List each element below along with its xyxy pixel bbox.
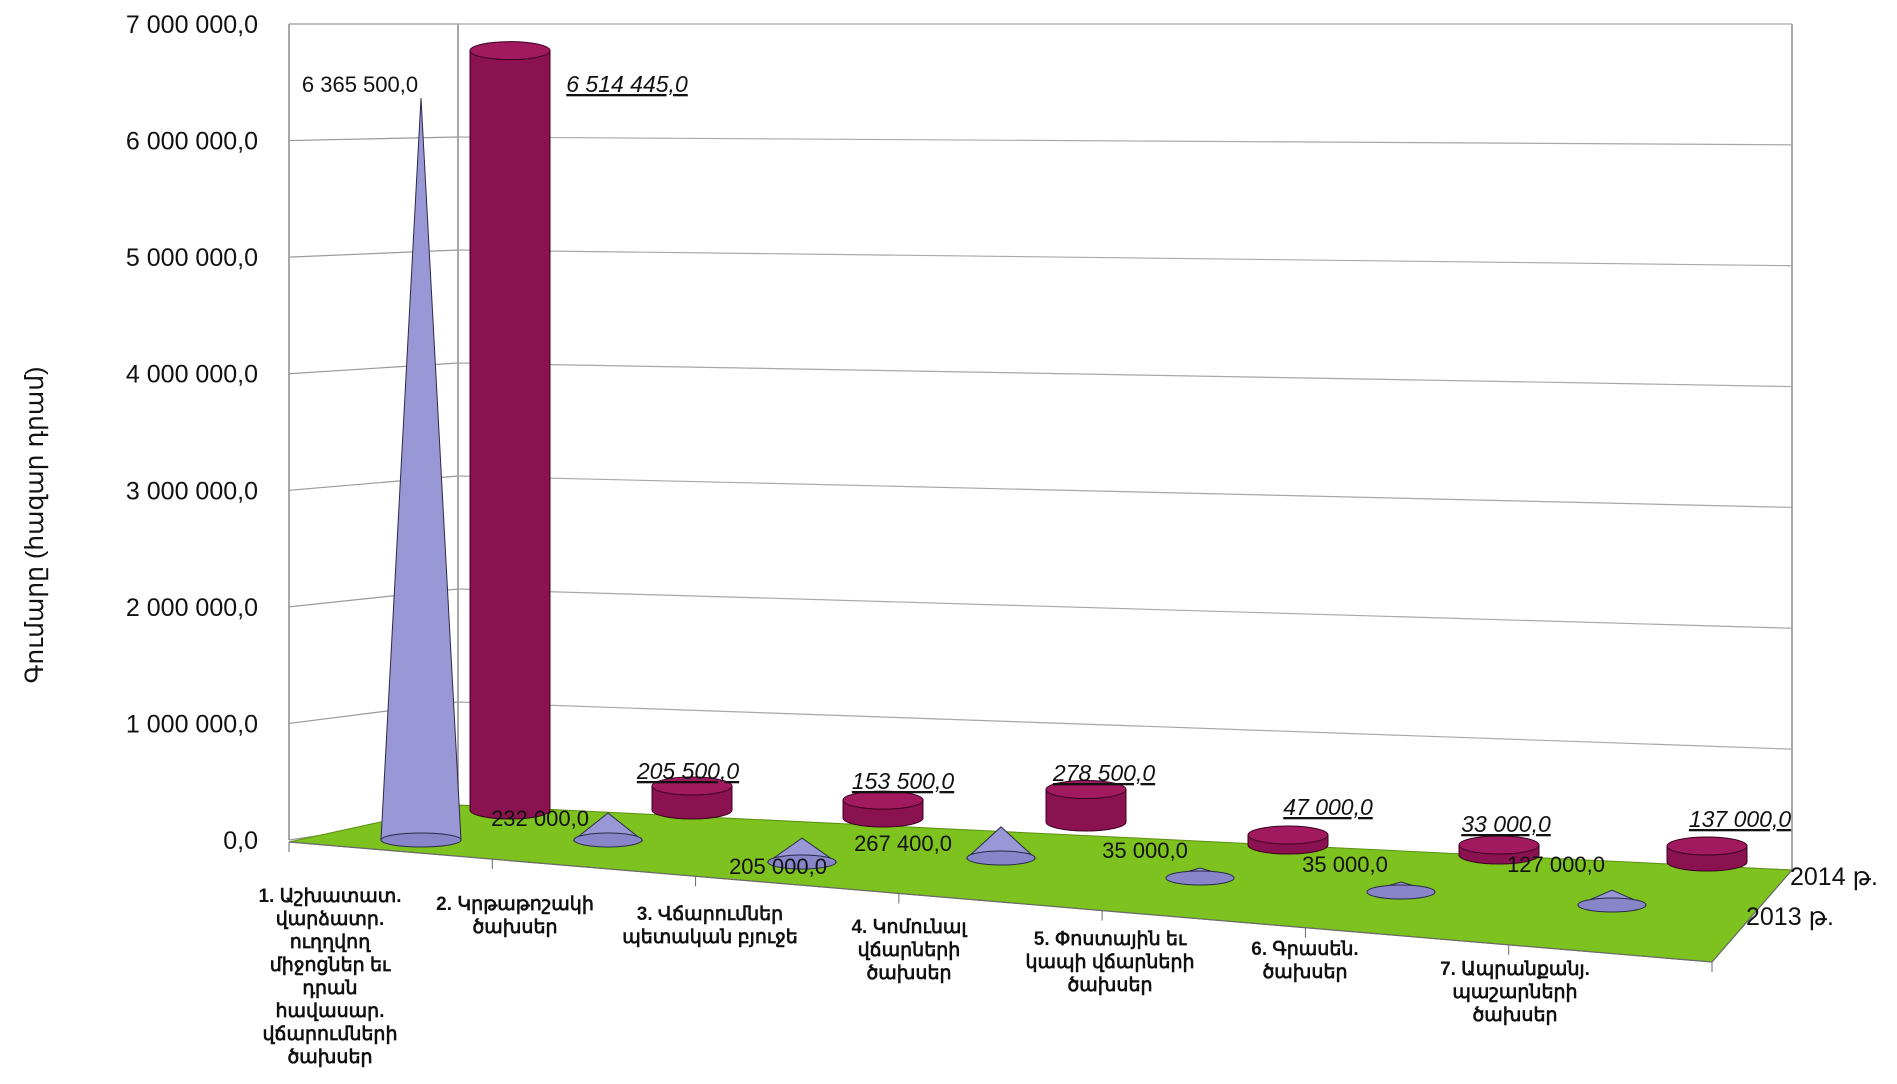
gridline (457, 701, 1793, 750)
bar-2014-top (1458, 835, 1540, 855)
bar-2013 (380, 97, 462, 841)
depth-axis-line (1711, 869, 1793, 963)
bar-2014-top (1666, 836, 1748, 856)
gridline (457, 362, 1793, 388)
gridline-left (288, 249, 459, 258)
category-label: 5. Փոստային եւ կապի վճարների ծախսեր (1025, 929, 1195, 996)
category-label: 3. Վճարումներ պետական բյուջե (622, 904, 798, 948)
chart-walls (288, 24, 1793, 870)
gridline (457, 136, 1793, 146)
x-axis-line (288, 841, 1713, 963)
data-label-2014: 33 000,0 (1461, 811, 1551, 837)
gridline (457, 475, 1793, 509)
data-label-2013: 127 000,0 (1507, 852, 1605, 877)
gridline-left (288, 136, 459, 142)
bar-2013-base (767, 854, 837, 870)
y-axis-title: Գումարը (հազար դրամ) (21, 366, 49, 684)
series-axis-labels: 2014 թ. 2013 թ. (1746, 863, 1878, 931)
gridline (457, 249, 1793, 267)
data-label-2014: 153 500,0 (852, 768, 955, 794)
data-label-2013: 205 000,0 (729, 854, 827, 879)
data-label-2013: 35 000,0 (1102, 838, 1188, 863)
y-tick-label: 5 000 000,0 (126, 244, 258, 272)
category-label: 4. Կոմունալ վճարների ծախսեր (851, 917, 967, 984)
bar-2014-top (651, 776, 733, 796)
bar-2014-top (1247, 825, 1329, 845)
bar-2014-top (842, 790, 924, 810)
data-label-2013: 6 365 500,0 (302, 72, 418, 97)
data-label-2014: 205 500,0 (636, 758, 740, 784)
data-label-2014: 47 000,0 (1283, 794, 1373, 820)
category-label: 2. Կրթաթոշակի ծախսեր (436, 894, 594, 938)
y-tick-label: 6 000 000,0 (126, 128, 258, 156)
y-tick-label: 7 000 000,0 (126, 11, 258, 39)
bar-2013-base (1577, 897, 1647, 913)
data-label-2014: 6 514 445,0 (566, 71, 688, 97)
series-label-2014: 2014 թ. (1790, 863, 1878, 891)
bar-2013-base (1366, 884, 1436, 900)
bar-2013-base (573, 832, 643, 848)
y-tick-label: 4 000 000,0 (126, 361, 258, 389)
series-label-2013: 2013 թ. (1746, 903, 1834, 931)
category-label: 6. Գրասեն. ծախսեր (1251, 939, 1359, 983)
category-label: 1. Աշխատատ. վարձատր. ուղղվող միջոցներ եւ… (258, 886, 402, 1068)
data-label-2014: 137 000,0 (1689, 806, 1792, 832)
data-label-2013: 232 000,0 (491, 806, 589, 831)
bar-2014 (469, 50, 551, 820)
data-label-2014: 278 500,0 (1052, 760, 1156, 786)
y-tick-label: 3 000 000,0 (126, 477, 258, 505)
y-tick-label: 0,0 (223, 827, 258, 855)
gridline (457, 588, 1793, 629)
bar-2013-base (1165, 870, 1235, 886)
y-tick-label: 1 000 000,0 (126, 710, 258, 738)
bar-2014 (1045, 789, 1127, 832)
data-label-2013: 35 000,0 (1302, 852, 1388, 877)
data-label-2013: 267 400,0 (854, 831, 952, 856)
data-labels: 6 365 500,0 232 000,0 205 000,0 267 400,0 35… (302, 71, 1791, 879)
bar-2013-base (380, 832, 462, 848)
category-label: 7. Ապրանքանյ. պաշարների ծախսեր (1440, 959, 1590, 1026)
y-tick-label: 2 000 000,0 (126, 594, 258, 622)
bar-2014-top (1045, 780, 1127, 800)
y-axis-ticks: 0,0 1 000 000,0 2 000 000,0 3 000 000,0 4 00… (126, 11, 258, 855)
series-marks (380, 41, 1748, 913)
bar-2014-top (469, 41, 551, 61)
bar-2013-base (966, 850, 1036, 866)
